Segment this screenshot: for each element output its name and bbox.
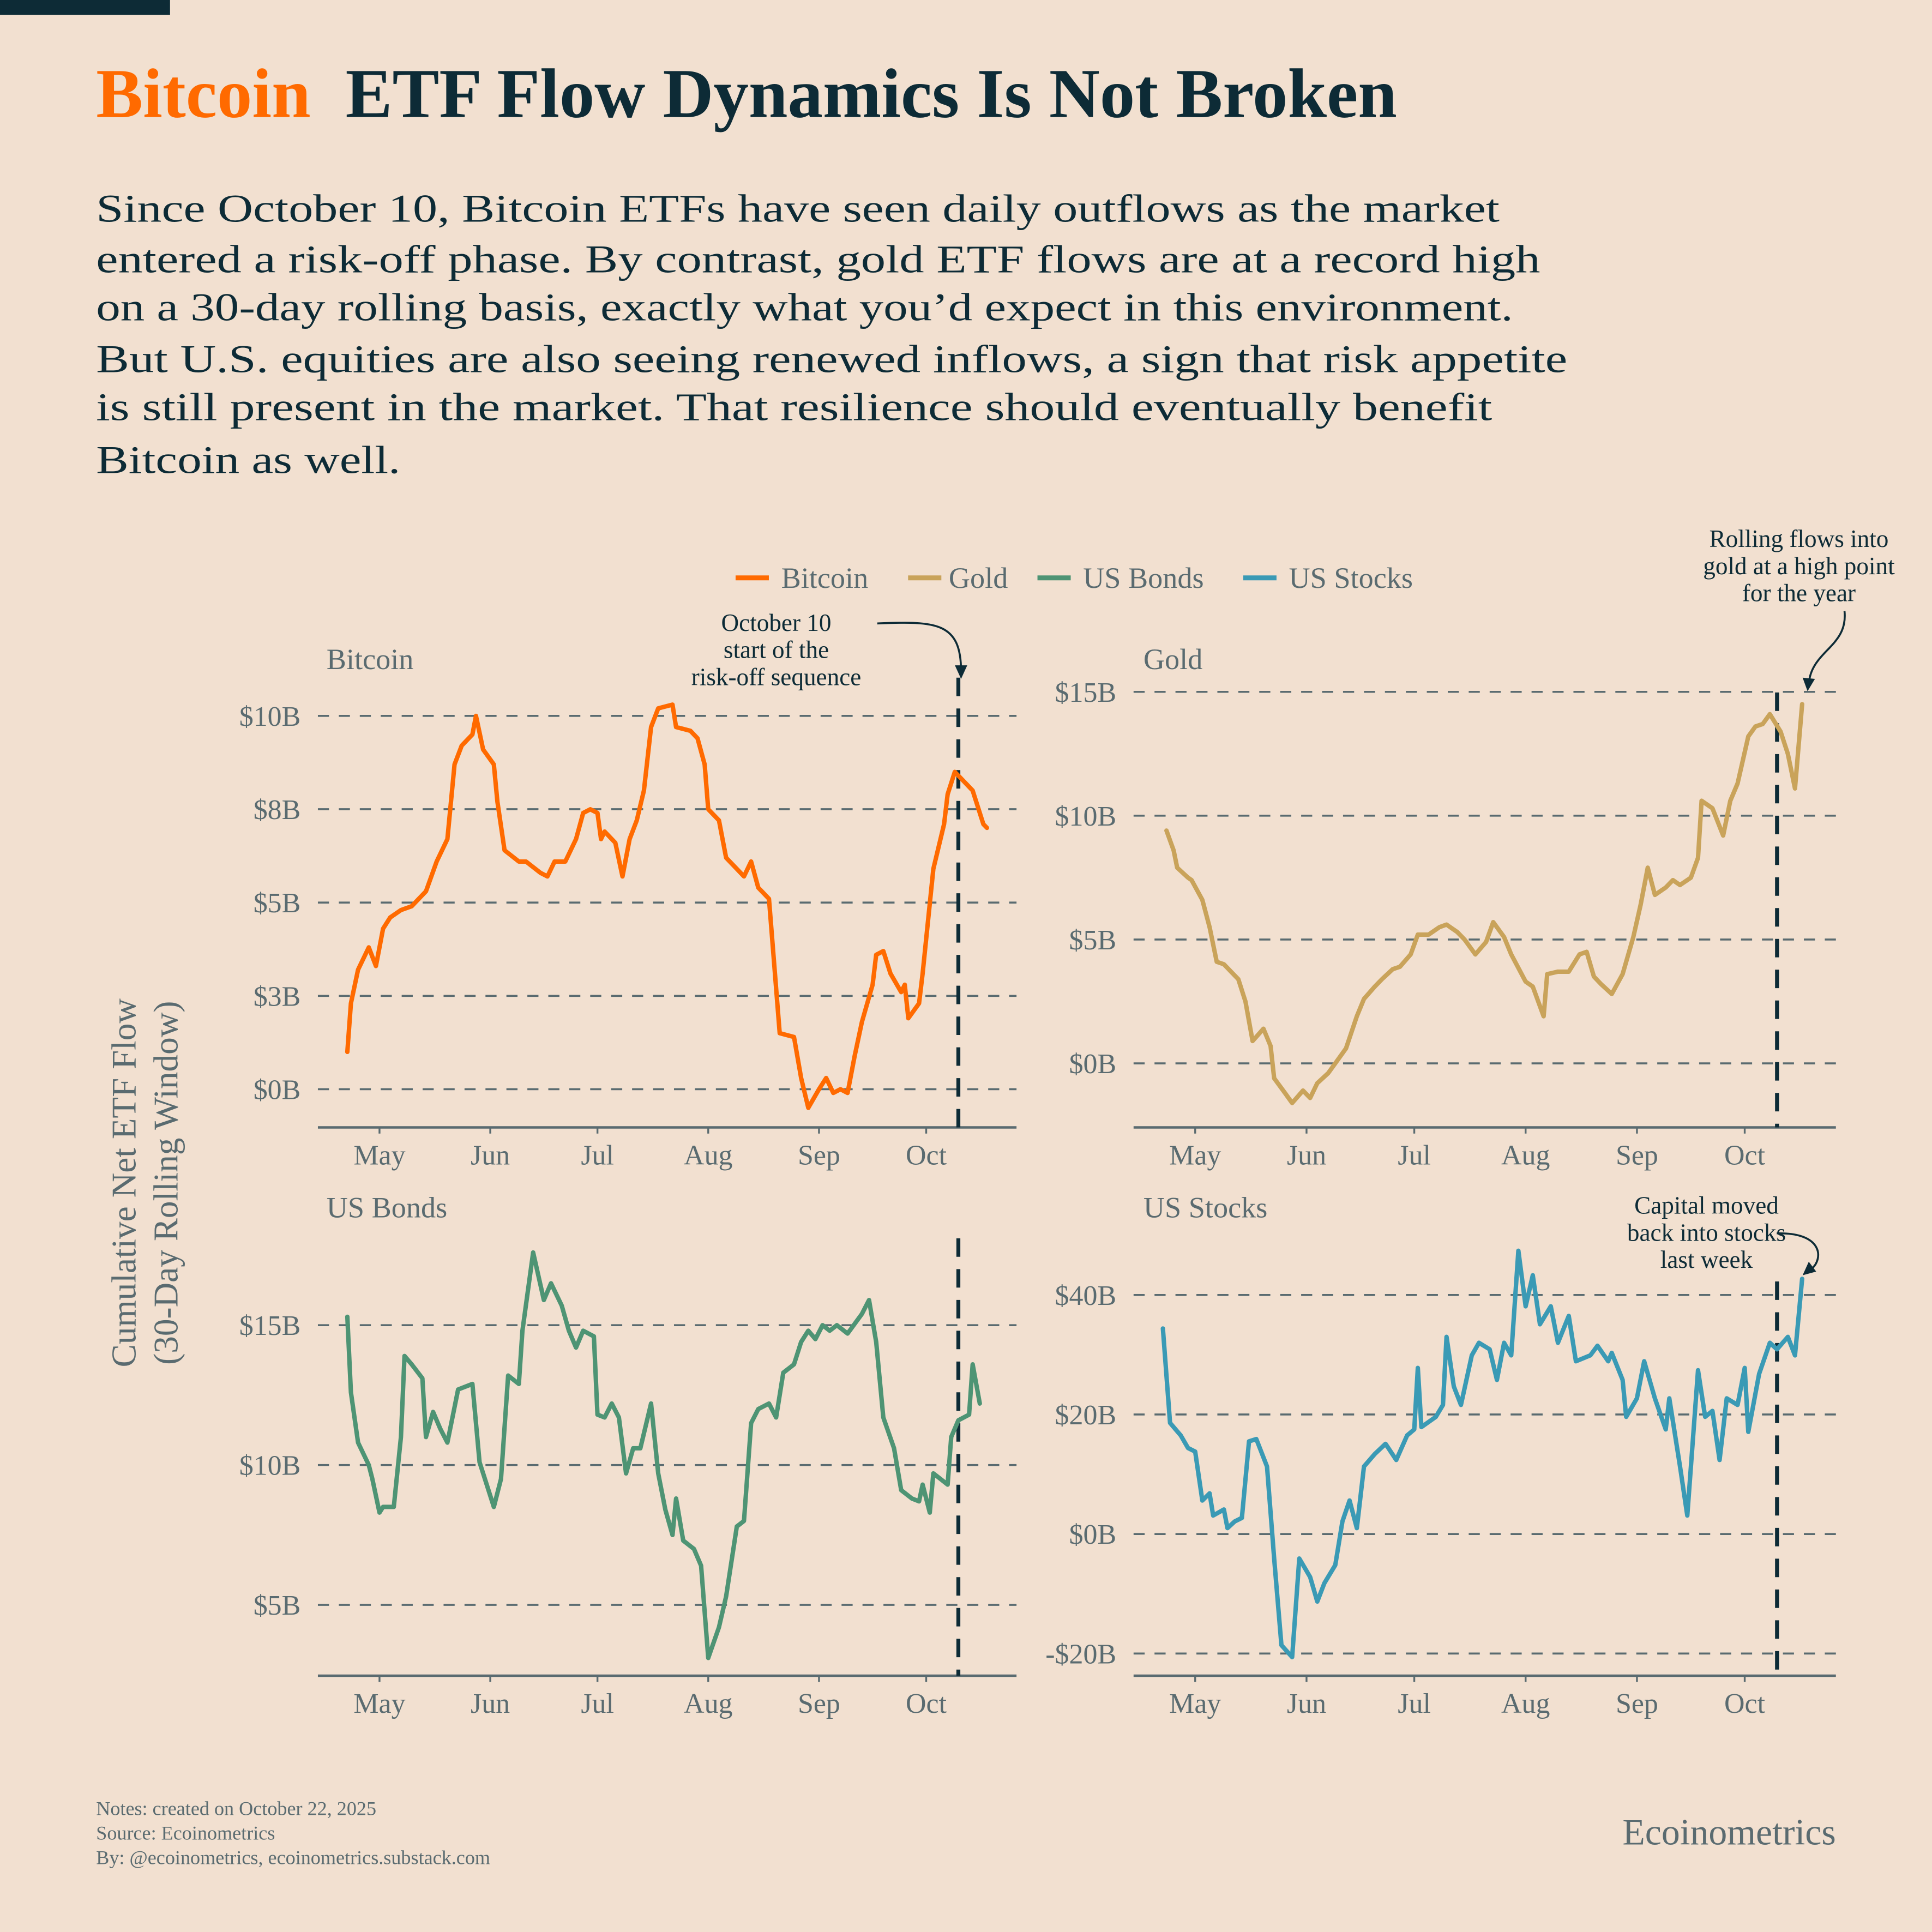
x-tick-label: Aug [684,1688,733,1719]
x-tick-label: Oct [1724,1688,1766,1719]
legend-label-us-bonds: US Bonds [1083,562,1203,594]
x-tick-label: Aug [1501,1688,1550,1719]
y-tick-label: $3B [254,981,301,1012]
series-line-us-stocks [1160,1248,1804,1659]
annotation-line: Rolling flows into [1710,525,1889,552]
series-line-bitcoin [345,702,989,1110]
y-tick-label: $10B [239,701,301,732]
annotation-line: October 10 [721,609,832,636]
panel-title: US Stocks [1143,1191,1267,1224]
annotation-line: back into stocks [1627,1219,1786,1246]
y-tick-label: $10B [1055,801,1117,832]
legend-label-bitcoin: Bitcoin [781,562,869,594]
paragraph-line: entered a risk-off phase. By contrast, g… [96,237,1540,281]
paragraph-line: But U.S. equities are also seeing renewe… [96,337,1567,381]
y-tick-label: $0B [1069,1519,1117,1550]
annotation-line: last week [1660,1246,1753,1273]
panel-us-stocks: US Stocks -$20B $0B $20B $40B May Jun Jul Aug Sep… [1045,1191,1836,1719]
y-tick-label: $0B [1069,1049,1117,1080]
annotation-line: gold at a high point [1703,552,1895,580]
arrow-head-icon [1802,677,1815,691]
legend: Bitcoin Gold US Bonds US Stocks [735,562,1413,594]
y-tick-label: $5B [254,1590,301,1621]
arrow-head-icon [955,665,967,679]
annotation-arrow [1808,611,1846,684]
footer-source: Source: Ecoinometrics [96,1822,275,1844]
x-tick-label: May [353,1140,405,1171]
x-tick-label: Aug [1501,1140,1550,1171]
y-axis-label: Cumulative Net ETF Flow (30-Day Rolling … [105,998,185,1368]
x-tick-label: Oct [1724,1140,1766,1171]
top-accent-bar [0,0,170,15]
annotation-arrow [1777,1232,1819,1270]
x-tick-label: May [353,1688,405,1719]
panel-gold: Gold $0B $5B $10B $15B May Jun Jul Aug Sep Oct [1055,643,1836,1171]
y-tick-label: $10B [239,1450,301,1482]
intro-paragraph: Since October 10, Bitcoin ETFs have seen… [96,187,1567,482]
annotation-line: start of the [724,636,829,664]
y-tick-label: $0B [254,1075,301,1106]
y-tick-label: $40B [1055,1280,1117,1311]
legend-label-gold: Gold [949,562,1008,594]
x-tick-label: Jun [1287,1140,1326,1171]
series-line-us-bonds [345,1250,982,1660]
x-tick-label: Sep [798,1688,840,1719]
paragraph-line: Bitcoin as well. [96,438,400,482]
x-tick-label: Jul [1398,1140,1431,1171]
footer-notes: Notes: created on October 22, 2025 [96,1797,376,1819]
y-tick-label: $5B [1069,925,1117,956]
y-tick-label: $15B [1055,677,1117,708]
y-axis-label-line2: (30-Day Rolling Window) [147,1001,185,1364]
x-tick-label: Jun [471,1688,510,1719]
x-tick-label: Sep [798,1140,840,1171]
annotation-line: risk-off sequence [691,663,862,690]
title-rest: ETF Flow Dynamics Is Not Broken [346,55,1397,133]
annotation-october-10: October 10 start of the risk-off sequenc… [691,609,967,690]
y-tick-label: $20B [1055,1400,1117,1431]
arrow-head-icon [1802,1261,1816,1275]
annotation-gold-high: Rolling flows into gold at a high point … [1703,525,1895,691]
panel-title: US Bonds [327,1191,447,1224]
paragraph-line: on a 30-day rolling basis, exactly what … [96,285,1513,329]
x-tick-label: Jul [581,1140,614,1171]
chart-panels: Bitcoin $0B $3B $5B $8B $10B May Jun Jul Aug Sep Oc… [239,643,1836,1719]
footer: Notes: created on October 22, 2025 Sourc… [96,1797,1836,1868]
x-tick-label: Oct [906,1140,947,1171]
panel-title: Gold [1143,643,1202,676]
y-axis-label-line1: Cumulative Net ETF Flow [105,998,143,1368]
x-tick-label: Jul [1398,1688,1431,1719]
page-title: Bitcoin ETF Flow Dynamics Is Not Broken [96,55,1397,133]
brand-logo: Ecoinometrics [1622,1812,1835,1853]
y-tick-label: -$20B [1045,1639,1116,1670]
x-tick-label: Jun [471,1140,510,1171]
x-tick-label: Sep [1616,1140,1658,1171]
x-tick-label: Jul [581,1688,614,1719]
x-tick-label: Oct [906,1688,947,1719]
x-tick-label: Aug [684,1140,733,1171]
x-tick-label: Sep [1616,1688,1658,1719]
annotation-line: Capital moved [1634,1192,1779,1219]
panel-title: Bitcoin [327,643,414,676]
annotation-stocks-back: Capital moved back into stocks last week [1627,1192,1819,1275]
title-highlight: Bitcoin [96,55,311,133]
series-line-gold [1164,702,1804,1105]
paragraph-line: Since October 10, Bitcoin ETFs have seen… [96,187,1500,231]
paragraph-line: is still present in the market. That res… [96,386,1492,429]
annotation-line: for the year [1742,580,1856,607]
x-tick-label: May [1169,1140,1221,1171]
annotation-arrow [877,622,962,672]
x-tick-label: May [1169,1688,1221,1719]
legend-label-us-stocks: US Stocks [1289,562,1413,594]
y-tick-label: $5B [254,888,301,919]
y-tick-label: $15B [239,1310,301,1341]
panel-bitcoin: Bitcoin $0B $3B $5B $8B $10B May Jun Jul Aug Sep Oc… [239,643,1017,1171]
panel-us-bonds: US Bonds $5B $10B $15B May Jun Jul Aug Sep Oct [239,1191,1017,1719]
x-tick-label: Jun [1287,1688,1326,1719]
footer-by: By: @ecoinometrics, ecoinometrics.substa… [96,1847,490,1869]
y-tick-label: $8B [254,795,301,826]
